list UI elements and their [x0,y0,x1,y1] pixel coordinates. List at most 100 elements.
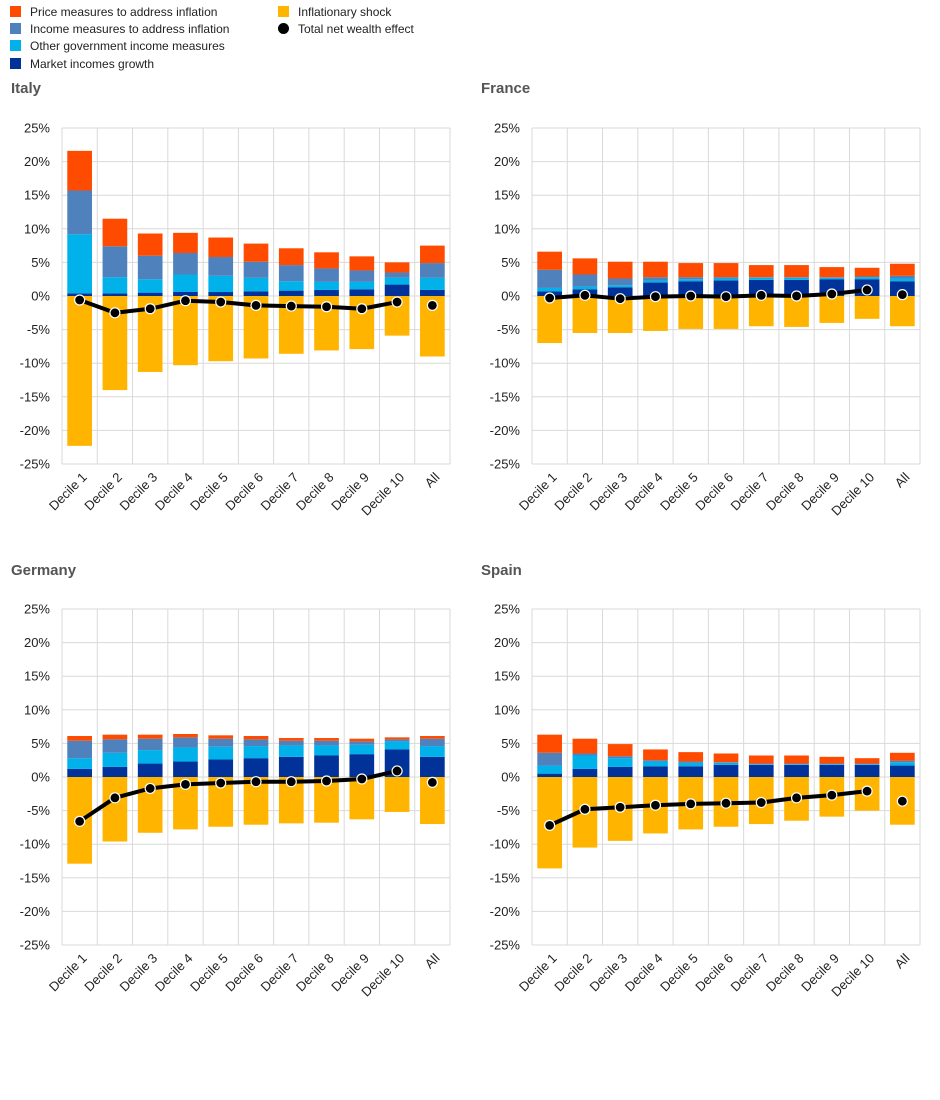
bar-market-incomes-growth [748,764,774,777]
bar-income-measures-to-address-inflation [137,738,163,751]
chart-panel-germany: Germany -25% -20% -15% -10% -5% 0% 5% 10% 15% 20% 2… [11,562,451,999]
y-tick-label: 15% [494,669,520,684]
point-total-net-wealth-effect [579,803,591,815]
bar-income-measures-to-address-inflation [748,763,774,765]
y-tick-label: 20% [24,635,50,650]
bar-other-government-income-measures [537,765,562,774]
bar-other-government-income-measures [537,287,562,292]
bar-price-measures-to-address-inflation [713,263,739,278]
legend-label-market-incomes: Market incomes growth [30,57,155,71]
legend-label-other-government: Other government income measures [30,39,225,53]
bar-market-incomes-growth [243,758,269,777]
bar-market-incomes-growth [607,287,633,296]
bar-other-government-income-measures [173,274,198,292]
bar-income-measures-to-address-inflation [748,277,774,278]
point-total-net-wealth-effect [250,299,262,312]
x-tick-label: Decile 7 [258,470,302,514]
bar-income-measures-to-address-inflation [854,763,880,765]
x-tick-label: Decile 1 [516,951,560,995]
bar-market-incomes-growth [572,768,598,777]
bar-income-measures-to-address-inflation [643,760,668,762]
y-tick-label: 25% [24,602,50,617]
y-tick-label: 0% [31,770,50,785]
bar-price-measures-to-address-inflation [890,752,915,761]
x-tick-label: Decile 6 [222,470,266,514]
bar-price-measures-to-address-inflation [678,263,704,278]
bar-income-measures-to-address-inflation [349,270,375,282]
y-tick-label: -15% [20,389,51,404]
bar-price-measures-to-address-inflation [748,755,774,764]
bar-market-incomes-growth [102,293,128,296]
bar-price-measures-to-address-inflation [314,252,339,269]
bar-income-measures-to-address-inflation [678,761,704,763]
point-total-net-wealth-effect [614,801,626,813]
bar-market-incomes-growth [420,756,445,777]
bar-income-measures-to-address-inflation [643,277,668,281]
y-tick-label: -20% [490,904,521,919]
bar-income-measures-to-address-inflation [420,263,445,278]
panel-title-spain: Spain [481,562,522,579]
bar-market-incomes-growth [537,773,562,777]
bar-other-government-income-measures [278,281,304,291]
legend-item-total-net-wealth: Total net wealth effect [278,21,414,37]
bar-price-measures-to-address-inflation [384,262,410,273]
bar-other-government-income-measures [890,762,915,766]
bar-income-measures-to-address-inflation [137,255,163,280]
y-tick-label: 0% [501,770,520,785]
bar-income-measures-to-address-inflation [67,190,92,235]
bar-other-government-income-measures [208,275,234,292]
bar-income-measures-to-address-inflation [890,275,915,279]
bar-income-measures-to-address-inflation [890,760,915,763]
bar-inflationary-shock [819,296,845,323]
x-tick-label: Decile 8 [763,951,807,995]
y-tick-label: -10% [20,837,51,852]
bar-inflationary-shock [537,296,562,344]
bar-income-measures-to-address-inflation [278,740,304,746]
bar-market-incomes-growth [278,290,304,296]
bar-price-measures-to-address-inflation [854,758,880,764]
x-tick-label: Decile 4 [622,470,666,514]
bar-price-measures-to-address-inflation [349,256,375,271]
y-tick-label: 0% [501,289,520,304]
x-tick-label: All [892,469,913,490]
point-total-net-wealth-effect [755,289,767,301]
y-tick-label: -15% [490,389,521,404]
line-total-net-wealth-effect [549,287,868,301]
x-tick-label: Decile 4 [152,470,196,514]
bar-market-incomes-growth [643,766,668,777]
y-tick-label: 15% [24,188,50,203]
bar-income-measures-to-address-inflation [572,753,598,756]
bar-price-measures-to-address-inflation [420,736,445,739]
bar-other-government-income-measures [384,277,410,285]
point-total-net-wealth-effect [179,778,192,790]
bar-inflationary-shock [854,296,880,319]
point-total-net-wealth-effect [215,296,227,308]
bar-other-government-income-measures [572,286,598,290]
y-tick-label: -15% [490,870,521,885]
point-total-net-wealth-effect [144,782,156,795]
line-total-net-wealth-effect [548,789,868,828]
point-total-net-wealth-effect [391,296,403,308]
x-tick-label: Decile 3 [586,470,630,514]
legend-item-market-incomes: Market incomes growth [10,56,154,72]
bar-other-government-income-measures [607,758,633,767]
bar-income-measures-to-address-inflation [784,277,809,278]
y-tick-label: 10% [24,221,50,236]
bar-income-measures-to-address-inflation [537,269,562,288]
point-total-net-wealth-effect [391,765,403,777]
bar-price-measures-to-address-inflation [243,243,269,262]
bar-price-measures-to-address-inflation [137,734,163,739]
bar-market-incomes-growth [678,766,704,777]
bar-other-government-income-measures [278,745,304,757]
x-tick-label: Decile 2 [551,470,595,514]
bar-other-government-income-measures [420,746,445,757]
x-tick-label: Decile 4 [622,951,666,995]
bar-price-measures-to-address-inflation [420,245,445,264]
y-tick-label: -10% [20,356,51,371]
y-tick-label: -10% [490,356,521,371]
bar-price-measures-to-address-inflation [278,738,304,741]
bar-price-measures-to-address-inflation [643,749,668,761]
bar-income-measures-to-address-inflation [713,762,739,763]
point-total-net-wealth-effect [109,792,121,804]
point-total-net-wealth-effect [215,777,227,789]
